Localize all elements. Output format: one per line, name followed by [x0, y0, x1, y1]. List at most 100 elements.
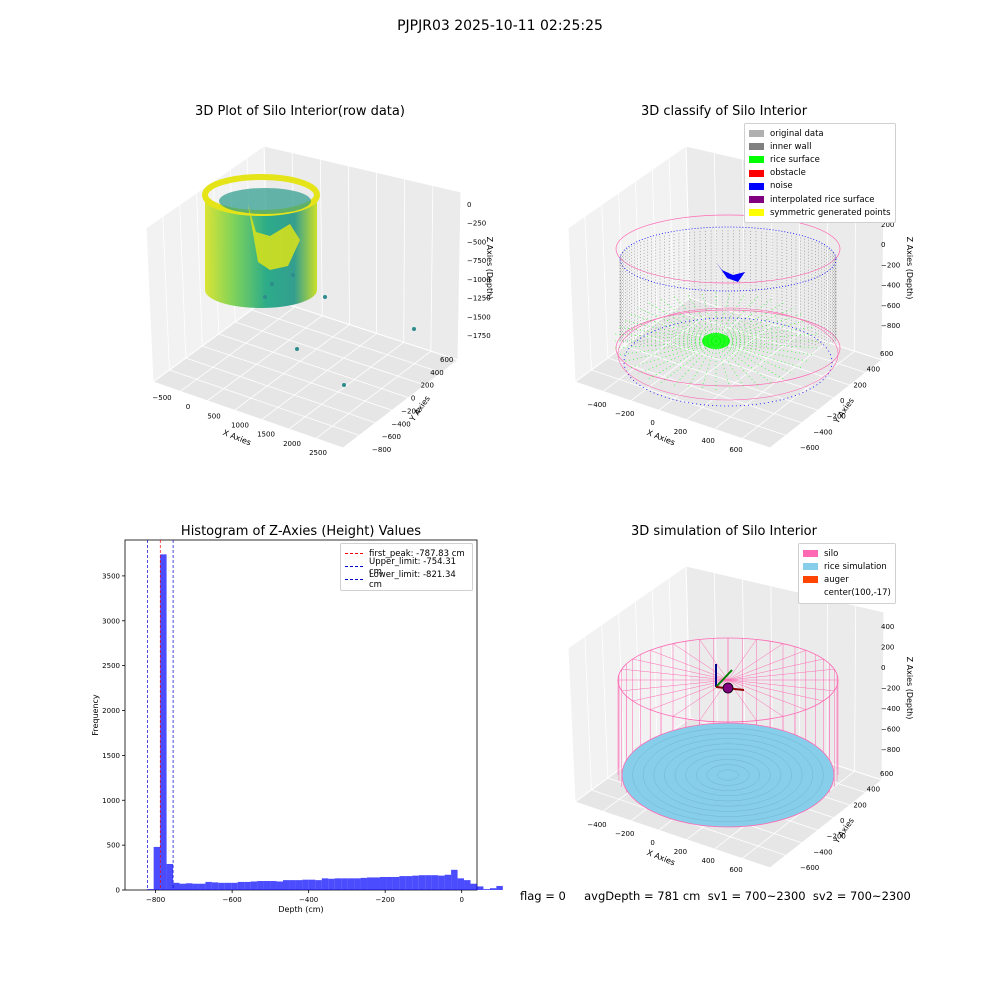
plot4-rice-grid [664, 743, 792, 807]
histogram-bar [386, 876, 393, 890]
histogram-bar [425, 875, 432, 890]
plot1-outlier-point [323, 295, 327, 299]
plot1-grid [179, 204, 187, 359]
plot4-rice-grid [706, 764, 750, 786]
plot1-grid [207, 315, 323, 402]
plot4-rice-grid [696, 759, 761, 791]
plot1-outlier-point [295, 347, 299, 351]
plot4-x-tick: 0 [650, 839, 654, 847]
histogram-bar [276, 881, 283, 890]
plot4-silo-roof-wire [727, 639, 757, 681]
plot4-rice-grid [653, 738, 803, 812]
histogram-bar [250, 881, 258, 890]
plot3-legend-entry: Lower_limit: -821.34 cm [345, 570, 468, 590]
plot4-x-tick: 600 [729, 866, 742, 874]
plot2-legend-entry: interpolated rice surface [749, 193, 891, 206]
plot4-z-tick: −600 [881, 726, 900, 734]
figure-title: PJPJR03 2025-10-11 02:25:25 [397, 18, 603, 34]
plot1-y-tick: −600 [382, 433, 401, 441]
histogram-bar [231, 882, 238, 890]
plot4-y-tick: 200 [853, 801, 866, 809]
histogram-bar [295, 880, 303, 890]
histogram-bar [367, 877, 374, 890]
plot2-grid [601, 204, 609, 359]
plot2-rice-surface-points [715, 340, 815, 356]
plot4-rice-grid [643, 733, 814, 817]
plot1-grid [196, 192, 203, 347]
plot2-grid [607, 357, 803, 424]
plot2-grid [742, 159, 746, 316]
plot2-rice-surface-points [686, 340, 717, 390]
plot3-histogram: −800 −600 −400 −200 0 0 500 1000 1500 2000 2500 300… [91, 539, 503, 914]
histogram-bar [392, 876, 400, 890]
plot1-x-tick: −500 [152, 394, 171, 402]
plot4-y-tick: 0 [840, 817, 844, 825]
plot1-grid [348, 165, 350, 325]
plot4-legend-entry: silo [803, 547, 891, 560]
plot2-rice-surface-points [715, 302, 784, 342]
histogram-bar [412, 875, 419, 890]
plot3-legend-entry: first_peak: -787.83 cm [345, 547, 468, 560]
plot2-legend-entry: symmetric generated points [749, 206, 891, 219]
histogram-bar [218, 882, 225, 890]
plot4-legend-entry: center(100,-17) [803, 587, 891, 600]
histogram-bar [373, 877, 380, 890]
plot2-legend-entry: inner wall [749, 140, 891, 153]
plot2-grid [686, 333, 800, 421]
plot2-z-tick: −200 [881, 261, 900, 269]
status-footer: flag = 0 avgDepth = 781 cm sv1 = 700~230… [520, 889, 911, 903]
legend-label: inner wall [770, 141, 812, 152]
histogram-bar [270, 881, 277, 890]
histogram-bar [147, 889, 154, 890]
plot4-z-tick: 0 [881, 664, 885, 672]
plot2-title: 3D classify of Silo Interior [640, 104, 808, 119]
plot2-grid [618, 192, 625, 347]
plot2-x-tick: −400 [587, 401, 606, 409]
histogram-bar [476, 886, 484, 890]
plot4-x-tick: −400 [587, 821, 606, 829]
plot4-grid [584, 636, 592, 791]
histogram-bar [483, 889, 490, 890]
legend-label: obstacle [770, 168, 806, 179]
plot1-grid [234, 324, 350, 411]
histogram-bar [166, 863, 174, 890]
plot2-y-tick: −600 [800, 444, 819, 452]
plot1-y-tick: −400 [391, 420, 410, 428]
plot4-silo-roof-wire [727, 643, 784, 681]
plot4-silo-roof-wire [672, 643, 729, 681]
histogram-bar [211, 882, 219, 890]
plot1-y-tick: −800 [372, 446, 391, 454]
plot1-grid [162, 216, 170, 371]
plot1-obstacle-points [248, 205, 300, 270]
plot4-auger-y [715, 669, 733, 688]
plot2-rice-surface-points [648, 340, 717, 380]
plot2-x-tick: 400 [702, 437, 715, 445]
plot1-grid [261, 333, 377, 421]
legend-swatch [803, 550, 818, 558]
plot2-z-label: Z Axies (Depth) [905, 237, 914, 300]
plot4-silo-top [617, 637, 839, 723]
plot3-y-label: Frequency [91, 694, 100, 736]
plot2-grid [624, 345, 819, 411]
plot4-legend-entry: auger [803, 573, 891, 586]
plot1-grid [403, 178, 406, 343]
plot4-y-tick: −600 [800, 864, 819, 872]
plot2-rice-surface-points [648, 302, 717, 342]
plot4-y-tick: −400 [813, 848, 832, 856]
plot1-y-tick: −200 [401, 407, 420, 415]
plot1-z-tick: −1250 [467, 295, 491, 303]
plot4-rice-grid [674, 748, 782, 802]
histogram-bar [328, 878, 335, 890]
plot1-x-label: X Axies [222, 428, 253, 447]
plot2-x-label: X Axies [646, 428, 677, 447]
plot2-rice-surface-points [715, 295, 760, 342]
plot4-z-tick: 400 [881, 623, 894, 631]
plot3-x-tick: −600 [223, 896, 242, 904]
plot2-z-tick: −600 [881, 302, 900, 310]
plot4-rice-grid [632, 728, 824, 823]
histogram-bar [496, 885, 503, 890]
plot2-grid [668, 157, 674, 311]
plot3-axes-frame [124, 539, 478, 891]
plot3-y-tick: 500 [107, 842, 120, 850]
histogram-bar [289, 880, 296, 890]
